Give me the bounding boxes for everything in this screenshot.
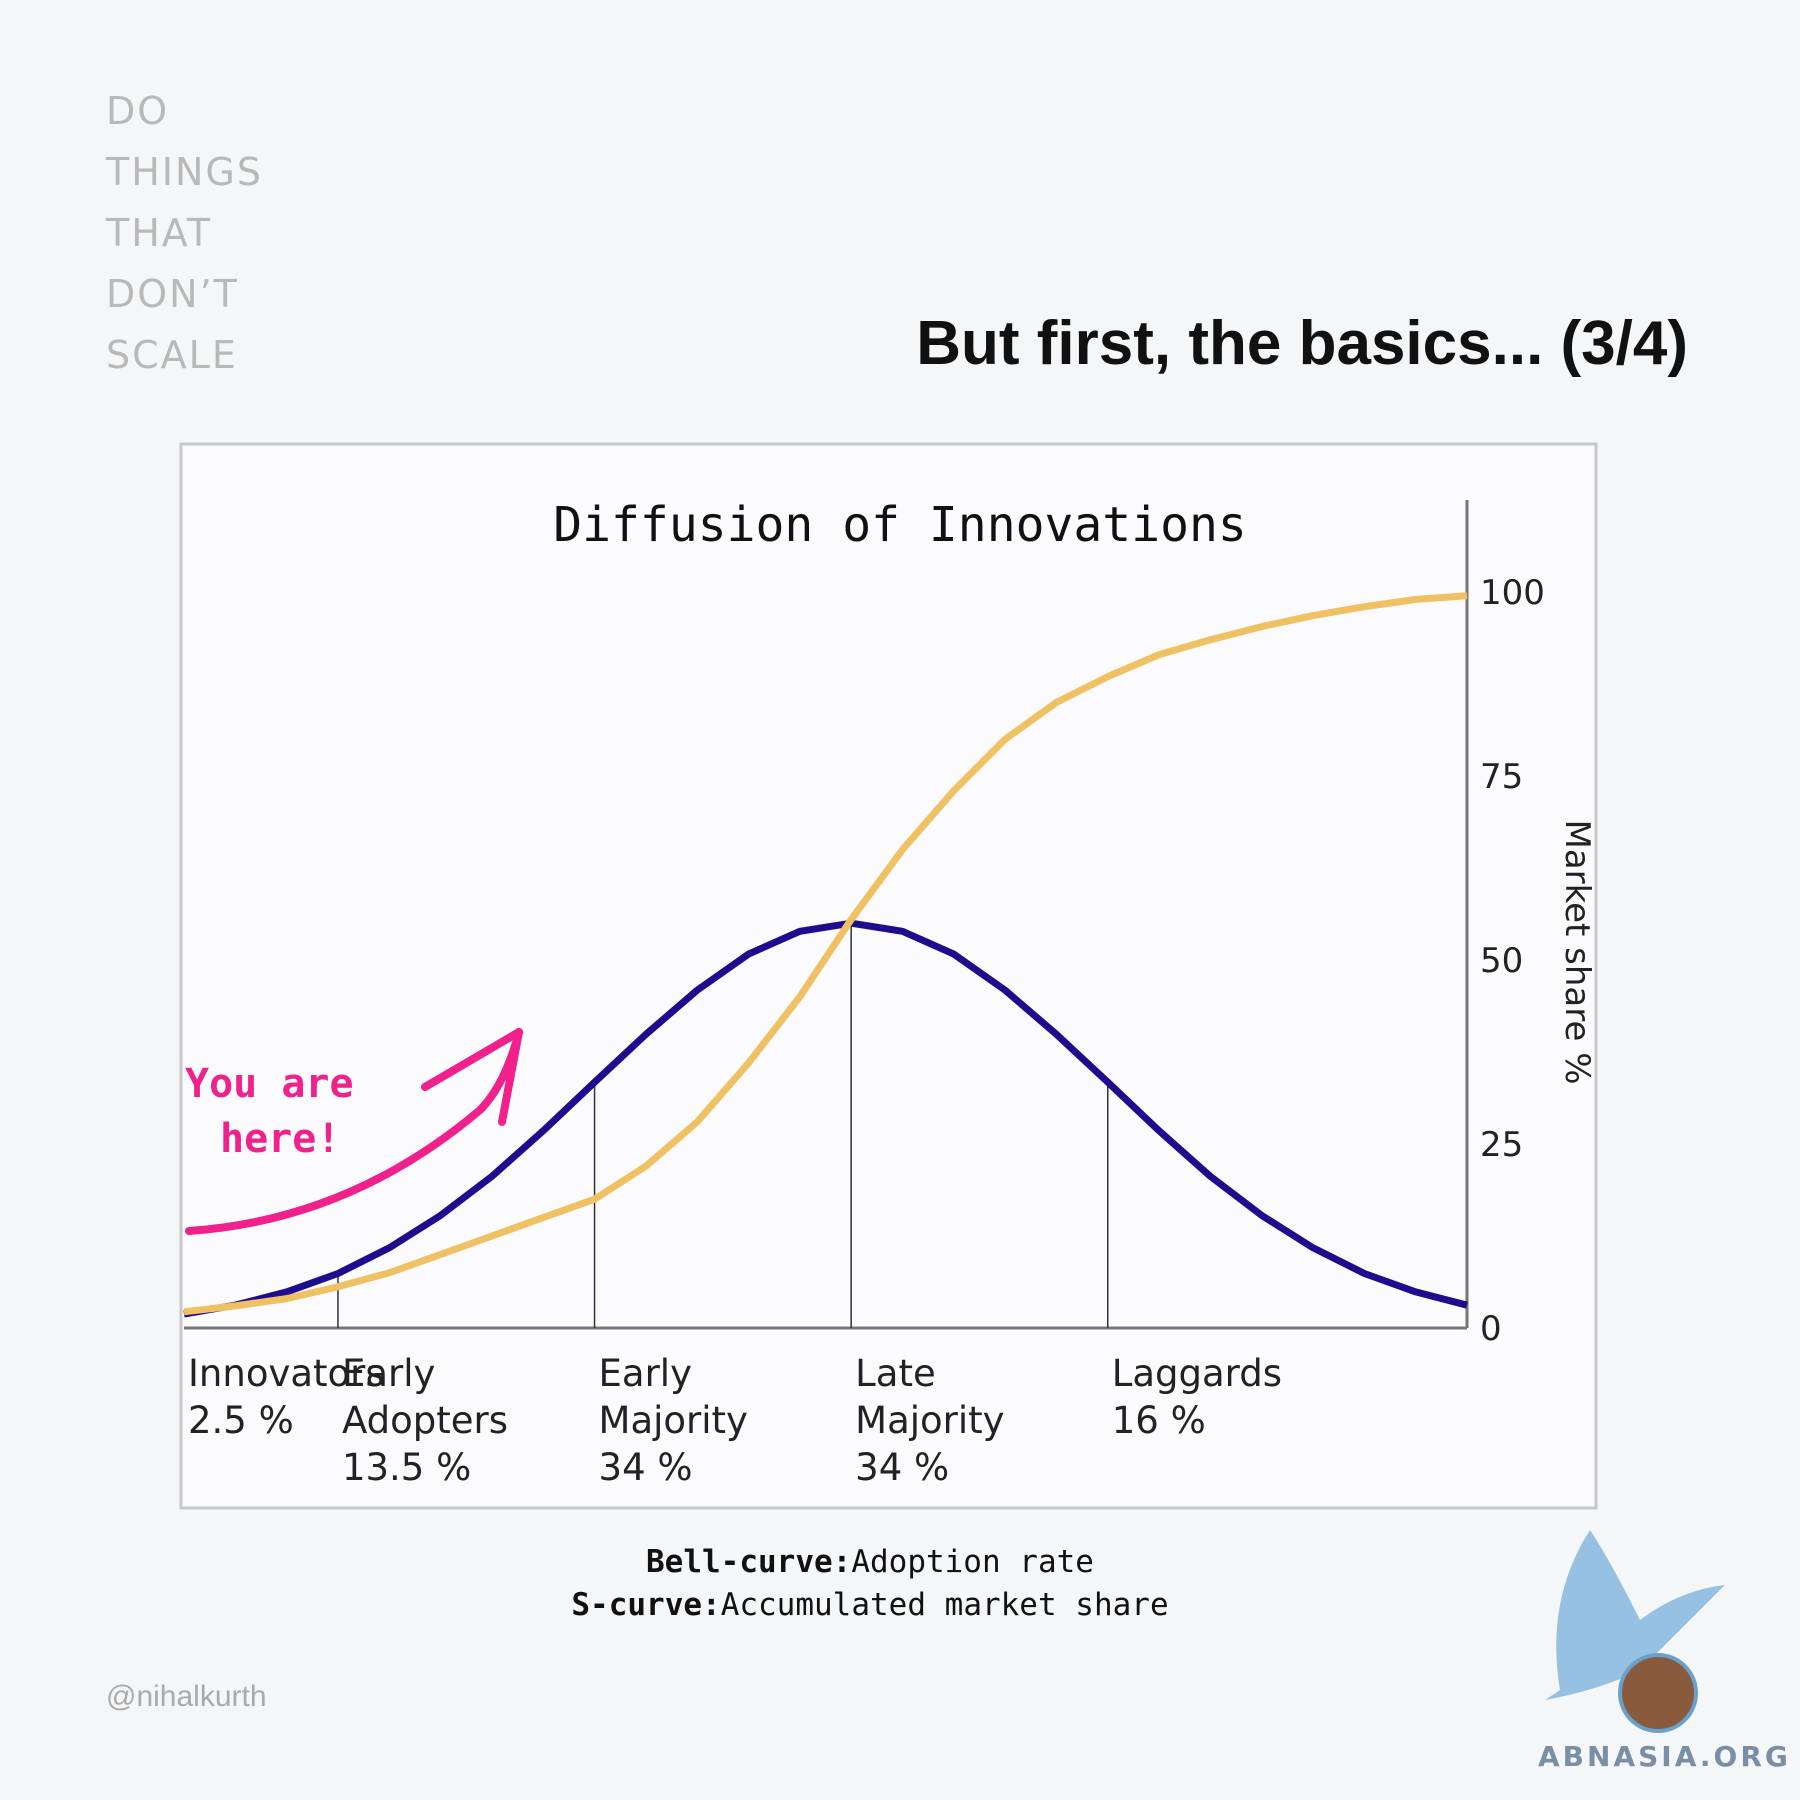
chart-frame (179, 442, 1598, 1510)
category-label: Late (855, 1352, 936, 1395)
annotation-arrow (185, 1028, 523, 1235)
y-tick-label: 50 (1480, 941, 1523, 981)
category-label: 16 % (1112, 1399, 1206, 1442)
tagline-line: DON’T (106, 272, 239, 316)
category-label: Innovators (188, 1352, 385, 1395)
legend-name: Adoption rate (851, 1544, 1094, 1580)
category-label: Laggards (1112, 1352, 1282, 1395)
legend-entry: Bell-curve:Adoption rate (646, 1544, 1094, 1580)
y-tick-label: 25 (1480, 1125, 1523, 1165)
y-axis-label: Market share % (1557, 819, 1597, 1084)
logo-text: ABNASIA.ORG (1538, 1740, 1791, 1773)
category-label: Adopters (342, 1399, 508, 1442)
legend-name: Accumulated market share (721, 1587, 1169, 1623)
category-label: 13.5 % (342, 1446, 471, 1489)
annotation: You are (185, 1061, 354, 1107)
series-line (183, 592, 1468, 1316)
legend-key: S-curve: (571, 1587, 720, 1623)
category-label: Majority (599, 1399, 748, 1442)
avatar (1618, 1653, 1698, 1733)
category-label: 34 % (855, 1446, 949, 1489)
arrow-head (421, 1028, 523, 1126)
y-tick-label: 75 (1480, 757, 1523, 797)
category-label: Early (599, 1352, 692, 1395)
legend-key: Bell-curve: (646, 1544, 851, 1580)
tagline-line: SCALE (106, 333, 238, 377)
tagline-line: DO (106, 89, 169, 133)
logo: ABNASIA.ORG (1538, 1530, 1791, 1773)
y-tick-label: 100 (1480, 573, 1545, 613)
heading: But first, the basics... (3/4) (916, 309, 1688, 378)
handle: @nihalkurth (106, 1680, 267, 1713)
category-label: 34 % (599, 1446, 693, 1489)
legend-entry: S-curve:Accumulated market share (571, 1587, 1168, 1623)
category-label: Majority (855, 1399, 1004, 1442)
tagline-line: THINGS (105, 150, 263, 194)
y-tick-label: 0 (1480, 1309, 1502, 1349)
logo-bird (1545, 1530, 1725, 1700)
annotation: here! (220, 1116, 340, 1162)
series-line (183, 919, 1468, 1318)
chart-title: Diffusion of Innovations (553, 497, 1247, 553)
category-label: Early (342, 1352, 435, 1395)
tagline-line: THAT (105, 211, 212, 255)
category-label: 2.5 % (188, 1399, 294, 1442)
